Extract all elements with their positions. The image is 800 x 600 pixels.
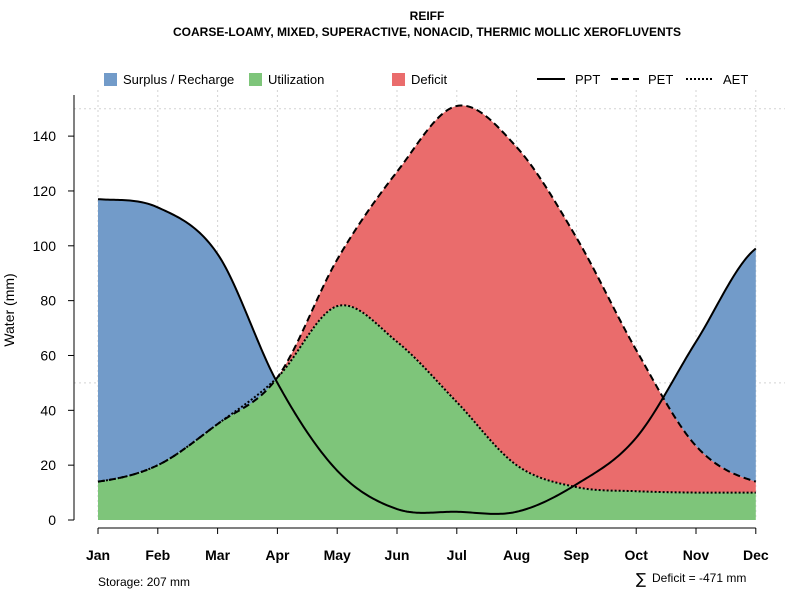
y-axis-label: Water (mm) <box>1 273 17 346</box>
legend-swatch-deficit <box>392 73 405 86</box>
legend-swatch-utilization <box>249 73 262 86</box>
y-tick-label: 100 <box>33 238 57 254</box>
x-tick-label-oct: Oct <box>625 547 649 563</box>
area-layer <box>98 105 756 520</box>
legend-label-utilization: Utilization <box>268 72 324 87</box>
x-tick-label-jan: Jan <box>86 547 110 563</box>
y-tick-label: 40 <box>40 402 56 418</box>
legend-label-surplus: Surplus / Recharge <box>123 72 234 87</box>
x-tick-label-may: May <box>324 547 351 563</box>
line-layer <box>97 104 757 515</box>
x-tick-label-feb: Feb <box>145 547 170 563</box>
x-ticks: Jan Feb Mar Apr May Jun Jul Aug Sep Oct Nov Dec <box>86 528 769 563</box>
legend-label-pet: PET <box>648 72 673 87</box>
y-tick-label: 120 <box>33 183 57 199</box>
chart-title: REIFF <box>410 9 445 23</box>
x-tick-label-mar: Mar <box>205 547 230 563</box>
surplus-recharge-area <box>98 105 756 482</box>
y-ticks: 0 20 40 60 80 100 120 140 <box>33 128 74 528</box>
y-tick-label: 0 <box>48 512 56 528</box>
x-tick-label-nov: Nov <box>683 547 710 563</box>
y-tick-label: 80 <box>40 293 56 309</box>
legend-label-deficit: Deficit <box>411 72 448 87</box>
utilization-area <box>98 305 756 520</box>
legend-swatch-surplus <box>104 73 117 86</box>
x-tick-label-jun: Jun <box>385 547 410 563</box>
pet-line <box>97 104 757 483</box>
legend-label-aet: AET <box>723 72 748 87</box>
y-tick-label: 140 <box>33 128 57 144</box>
x-tick-label-aug: Aug <box>503 547 530 563</box>
deficit-area <box>98 105 756 493</box>
sum-symbol: ∑ <box>636 570 646 588</box>
x-tick-label-apr: Apr <box>265 547 290 563</box>
ppt-line <box>97 198 757 515</box>
y-tick-label: 60 <box>40 347 56 363</box>
legend-label-ppt: PPT <box>575 72 600 87</box>
x-tick-label-dec: Dec <box>743 547 769 563</box>
x-tick-label-sep: Sep <box>564 547 590 563</box>
chart-subtitle: COARSE-LOAMY, MIXED, SUPERACTIVE, NONACI… <box>173 25 681 39</box>
deficit-annotation: Deficit = -471 mm <box>652 571 746 585</box>
x-tick-label-jul: Jul <box>447 547 467 563</box>
y-tick-label: 20 <box>40 457 56 473</box>
storage-annotation: Storage: 207 mm <box>98 575 190 589</box>
axes <box>73 94 756 529</box>
legend: Surplus / Recharge Utilization Deficit P… <box>104 72 748 87</box>
